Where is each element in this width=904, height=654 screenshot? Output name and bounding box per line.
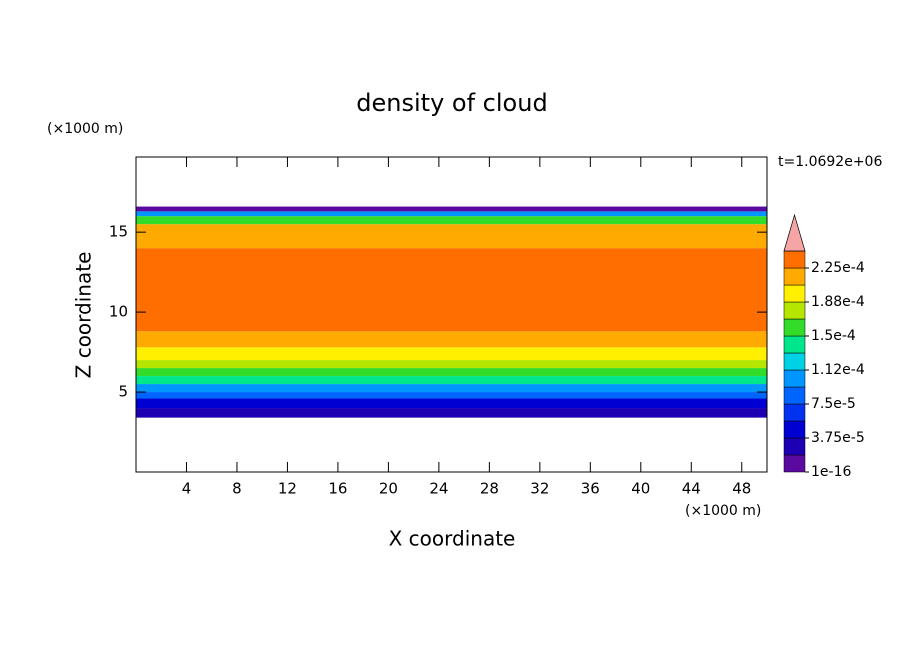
colorbar-bin (783, 335, 806, 354)
contour-band (136, 248, 767, 332)
colorbar-extension (783, 213, 806, 252)
x-tick-label: 40 (631, 480, 650, 498)
colorbar-tick-label: 7.5e-5 (811, 396, 856, 412)
colorbar-bin (783, 403, 806, 422)
contour-band (136, 347, 767, 361)
contour-band (136, 398, 767, 409)
chart-title: density of cloud (356, 89, 547, 117)
x-tick-label: 12 (278, 480, 297, 498)
x-tick-label: 24 (429, 480, 448, 498)
colorbar-bin (783, 386, 806, 405)
colorbar-bin (783, 318, 806, 337)
colorbar-tick-label: 1.5e-4 (811, 328, 856, 344)
contour-band (136, 216, 767, 225)
colorbar-tick-label: 1.88e-4 (811, 294, 865, 310)
colorbar-tick-label: 1.12e-4 (811, 362, 865, 378)
contour-band (136, 211, 767, 217)
x-tick-label: 16 (328, 480, 347, 498)
colorbar-bin (783, 454, 806, 473)
colorbar-bin (783, 437, 806, 456)
plot-frame (135, 156, 768, 473)
y-axis-label: Z coordinate (72, 252, 96, 379)
colorbar-bin (783, 250, 806, 269)
y-tick-label: 5 (118, 383, 128, 401)
colorbar-bin (783, 267, 806, 286)
colorbar-bin (783, 369, 806, 388)
y-unit: (×1000 m) (47, 121, 123, 137)
contour-band (136, 384, 767, 393)
contour-band (136, 392, 767, 399)
x-tick-label: 4 (182, 480, 192, 498)
x-axis-label: X coordinate (389, 527, 516, 551)
colorbar-bin (783, 420, 806, 439)
x-tick-label: 28 (480, 480, 499, 498)
y-tick-label: 10 (109, 303, 128, 321)
contour-band (136, 206, 767, 212)
colorbar-bin (783, 284, 806, 303)
time-label: t=1.0692e+06 (778, 154, 882, 170)
contour-band (136, 360, 767, 369)
contour-band (136, 224, 767, 249)
x-tick-label: 8 (232, 480, 242, 498)
x-tick-label: 32 (530, 480, 549, 498)
x-tick-label: 36 (581, 480, 600, 498)
colorbar-tick-label: 2.25e-4 (811, 260, 865, 276)
contour-band (136, 368, 767, 377)
contour-band (136, 376, 767, 385)
x-tick-label: 44 (682, 480, 701, 498)
x-unit: (×1000 m) (685, 503, 761, 519)
contour-band (136, 331, 767, 348)
contour-band (136, 408, 767, 418)
colorbar-bin (783, 301, 806, 320)
colorbar-tick-label: 3.75e-5 (811, 430, 865, 446)
colorbar-bin (783, 352, 806, 371)
colorbar-tick-label: 1e-16 (811, 464, 851, 480)
x-tick-label: 20 (379, 480, 398, 498)
x-tick-label: 48 (732, 480, 751, 498)
y-tick-label: 15 (109, 223, 128, 241)
